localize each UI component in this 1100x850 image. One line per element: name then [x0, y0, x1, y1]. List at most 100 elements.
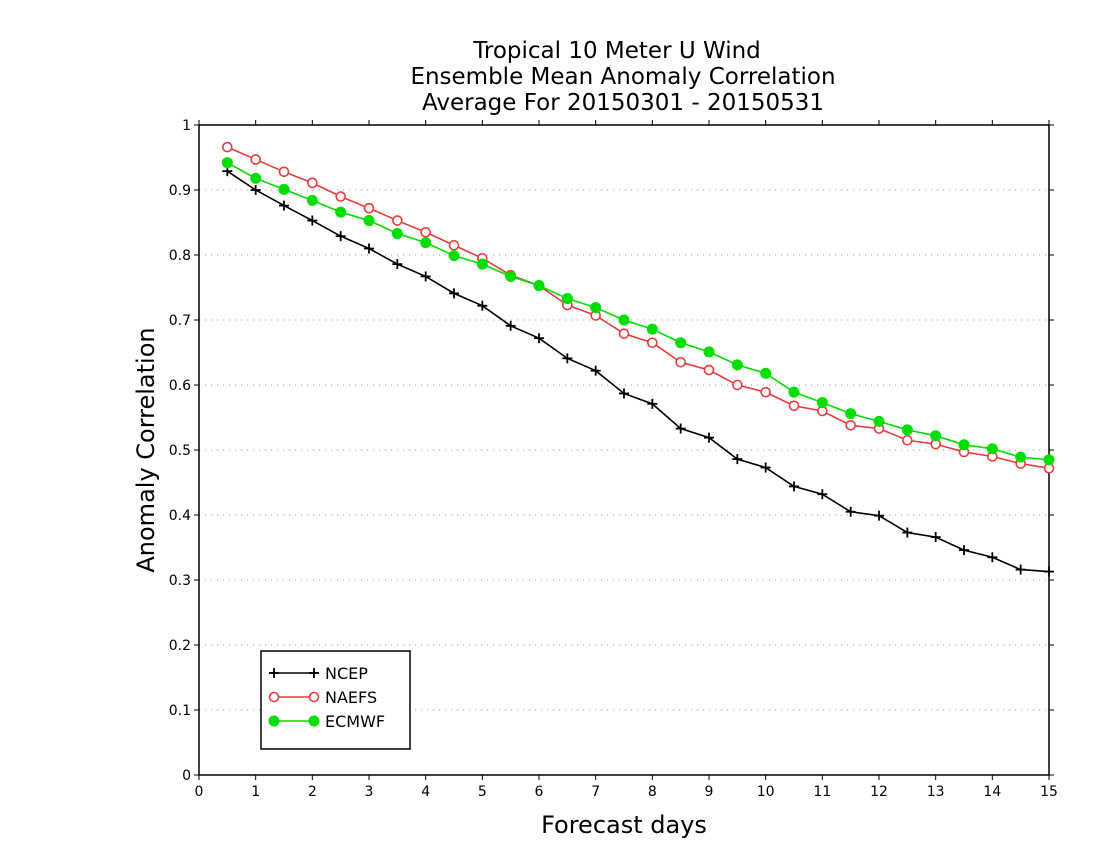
series-line-ecmwf	[226, 161, 1050, 461]
legend-marker-ncep-b	[309, 668, 319, 678]
point-ncep-21	[817, 489, 828, 500]
series-group	[221, 141, 1055, 577]
legend-marker-naefs-a	[268, 691, 280, 703]
point-naefs-19	[760, 386, 771, 398]
point-ncep-5	[364, 243, 374, 254]
y-tick-label-9: 0.9	[169, 183, 191, 199]
point-naefs-4	[335, 191, 346, 202]
y-axis: 0 0.1 0.2 0.3 0.4 0.5 0.6 0.7 0.8 0.9 1	[169, 118, 1054, 784]
y-tick-label-0: 0	[182, 768, 191, 784]
title-line-3: Average For 20150301 - 20150531	[422, 90, 824, 116]
point-ncep-6	[392, 259, 403, 270]
x-tick-label-1: 1	[251, 784, 260, 800]
point-ncep-27	[987, 552, 998, 563]
point-naefs-6	[392, 215, 403, 226]
point-ecmwf-6	[391, 228, 403, 240]
point-naefs-24	[902, 434, 913, 446]
x-tick-label-13: 13	[927, 784, 945, 800]
point-ecmwf-0	[221, 157, 233, 169]
x-tick-label-10: 10	[757, 784, 775, 800]
point-ncep-28	[1015, 564, 1026, 575]
x-tick-label-4: 4	[421, 784, 430, 800]
point-ncep-18	[732, 454, 743, 465]
point-ecmwf-5	[363, 215, 375, 227]
y-tick-label-6: 0.6	[169, 378, 191, 394]
point-ncep-8	[449, 288, 459, 299]
title-line-2: Ensemble Mean Anomaly Correlation	[410, 64, 835, 90]
point-ecmwf-25	[930, 430, 942, 442]
point-naefs-5	[363, 202, 375, 214]
legend-label-ecmwf: ECMWF	[325, 712, 385, 731]
legend-marker-ecmwf-a	[268, 715, 280, 727]
point-ncep-23	[874, 510, 884, 521]
point-ecmwf-13	[590, 302, 602, 314]
point-ncep-17	[704, 432, 714, 443]
point-ncep-25	[930, 532, 941, 543]
series-line-ncep	[226, 170, 1050, 573]
legend-marker-ecmwf-b	[308, 715, 320, 727]
x-tick-label-9: 9	[705, 784, 714, 800]
x-axis-label: Forecast days	[541, 811, 707, 839]
point-ncep-20	[789, 481, 799, 492]
point-ecmwf-4	[335, 206, 347, 218]
point-naefs-14	[618, 328, 630, 339]
point-naefs-1	[250, 154, 261, 165]
point-ncep-29	[1044, 566, 1054, 577]
series-line-naefs	[227, 146, 1050, 469]
point-ecmwf-7	[420, 237, 432, 249]
chart-title: Tropical 10 Meter U Wind Ensemble Mean A…	[410, 38, 835, 116]
point-ecmwf-21	[816, 397, 828, 409]
series-ecmwf	[221, 157, 1055, 466]
y-tick-label-4: 0.4	[169, 508, 191, 524]
x-tick-label-6: 6	[535, 784, 544, 800]
point-ncep-1	[250, 185, 261, 195]
point-ecmwf-28	[1015, 451, 1027, 463]
point-ecmwf-15	[646, 323, 658, 335]
x-axis: 0 1 2 3 4 5 6 7 8 9 10 11 12 13 14 15	[195, 120, 1058, 800]
point-ncep-19	[760, 462, 771, 473]
point-naefs-3	[307, 177, 318, 189]
point-ecmwf-1	[250, 172, 262, 184]
point-ncep-14	[619, 388, 629, 399]
point-naefs-18	[732, 379, 743, 391]
point-ecmwf-27	[986, 443, 998, 455]
point-ncep-24	[902, 527, 913, 538]
point-ecmwf-2	[278, 183, 290, 195]
series-ncep	[222, 166, 1054, 577]
x-tick-label-0: 0	[195, 784, 204, 800]
point-naefs-15	[647, 337, 658, 349]
point-ncep-9	[477, 300, 488, 311]
y-tick-label-2: 0.2	[169, 638, 191, 654]
gridlines	[199, 189, 1049, 711]
y-tick-label-5: 0.5	[169, 443, 191, 459]
point-ecmwf-9	[476, 258, 488, 270]
point-ncep-12	[562, 353, 573, 364]
point-ecmwf-17	[703, 346, 715, 358]
point-ncep-10	[505, 320, 516, 331]
x-tick-label-7: 7	[591, 784, 600, 800]
point-ecmwf-16	[675, 337, 687, 349]
point-ecmwf-26	[958, 439, 970, 451]
point-ecmwf-24	[901, 424, 913, 436]
y-tick-label-8: 0.8	[169, 248, 191, 264]
point-ecmwf-12	[561, 293, 573, 305]
point-ncep-11	[534, 333, 544, 344]
point-ecmwf-10	[505, 270, 517, 282]
x-tick-label-15: 15	[1040, 784, 1058, 800]
point-ncep-15	[647, 398, 658, 409]
y-tick-label-3: 0.3	[169, 573, 191, 589]
x-tick-label-14: 14	[983, 784, 1001, 800]
point-ecmwf-22	[845, 408, 857, 420]
point-ecmwf-14	[618, 314, 630, 326]
x-tick-label-5: 5	[478, 784, 487, 800]
y-tick-label-10: 1	[182, 118, 191, 134]
y-tick-label-7: 0.7	[169, 313, 191, 329]
x-tick-label-2: 2	[308, 784, 317, 800]
point-ncep-16	[675, 423, 686, 434]
point-ecmwf-11	[533, 280, 545, 292]
series-naefs	[222, 141, 1055, 474]
point-naefs-0	[222, 141, 233, 153]
x-tick-label-3: 3	[365, 784, 374, 800]
point-ncep-13	[590, 365, 601, 376]
